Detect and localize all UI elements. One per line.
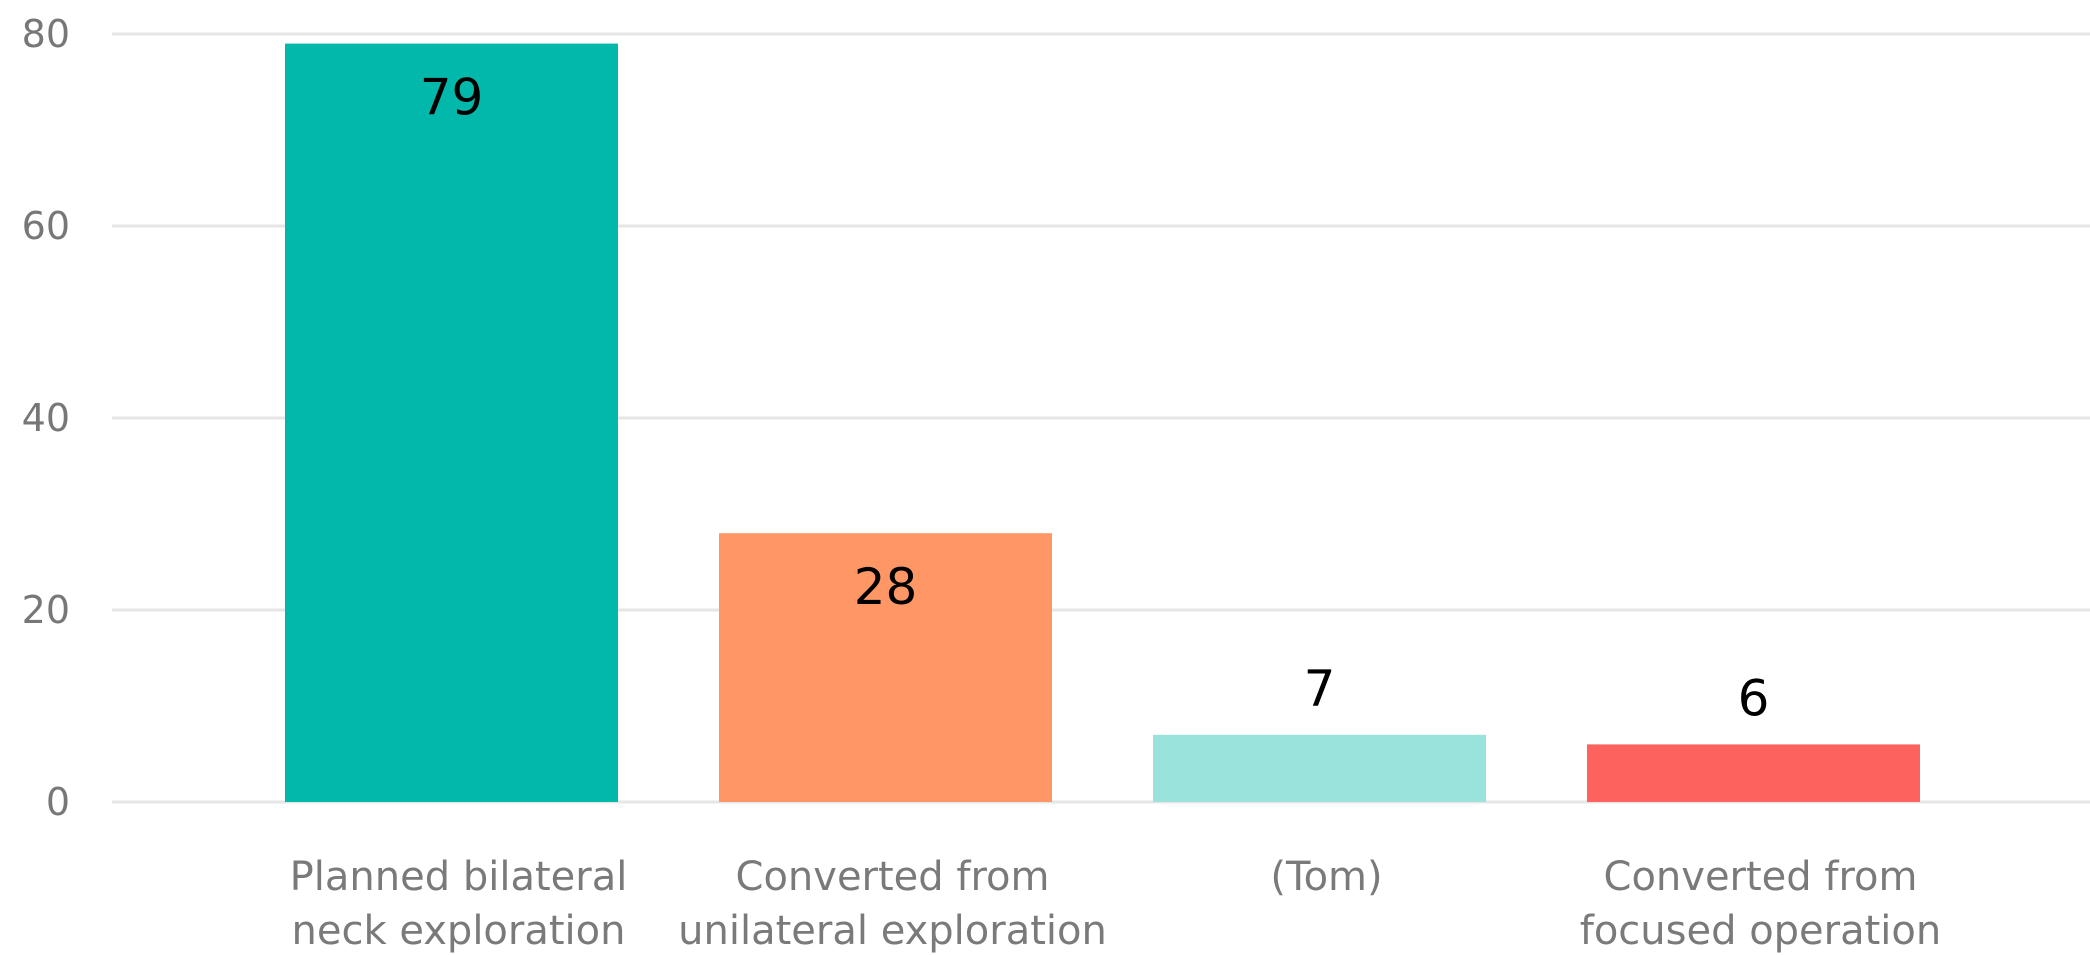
bar: [719, 533, 1052, 802]
x-axis-tick-labels: Planned bilateral neck exploration Convert…: [290, 854, 1942, 954]
y-tick-label: 80: [22, 12, 70, 56]
x-tick-label: Planned bilateral: [290, 854, 628, 900]
x-tick-label: focused operation: [1580, 908, 1942, 954]
bar: [1153, 734, 1486, 802]
data-label: 79: [420, 69, 484, 127]
x-tick-label: (Tom): [1270, 854, 1382, 900]
x-tick-label: unilateral exploration: [678, 908, 1107, 954]
bars: [285, 43, 1920, 803]
bar: [1587, 744, 1920, 802]
y-tick-label: 0: [46, 780, 70, 824]
y-axis-tick-labels: 0 20 40 60 80: [22, 12, 70, 824]
bar: [285, 43, 618, 803]
y-tick-label: 60: [22, 204, 70, 248]
data-label: 28: [854, 558, 918, 616]
y-tick-label: 40: [22, 396, 70, 440]
data-labels: 79 28 7 6: [420, 69, 1770, 728]
y-tick-label: 20: [22, 588, 70, 632]
data-label: 6: [1738, 669, 1770, 727]
x-tick-label: Converted from: [736, 854, 1050, 900]
x-tick-label: neck exploration: [292, 908, 626, 954]
x-tick-label: Converted from: [1604, 854, 1918, 900]
data-label: 7: [1304, 660, 1336, 718]
